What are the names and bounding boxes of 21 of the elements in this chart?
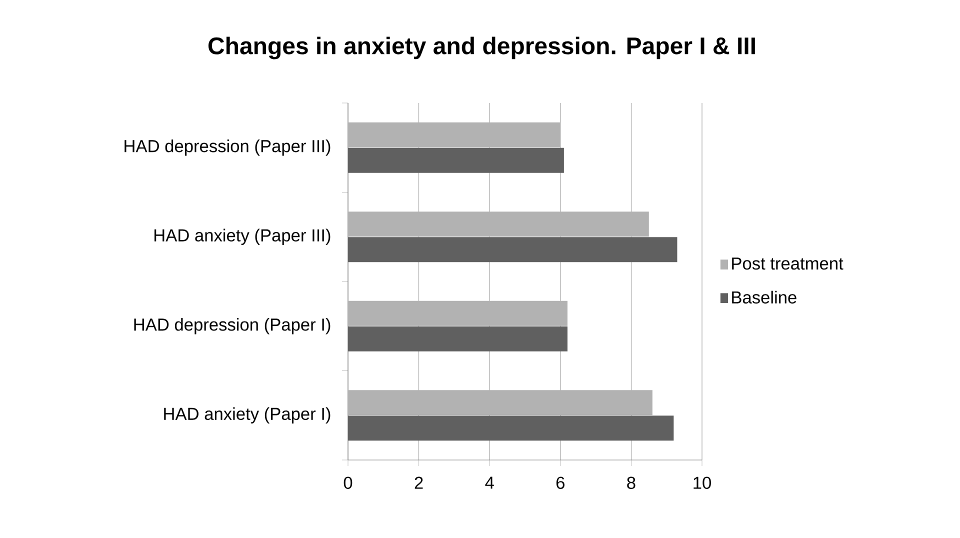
bar [348,300,568,326]
y-tick-label: HAD depression (Paper III) [124,140,330,156]
bar [348,326,568,352]
x-tick-label: 8 [627,476,636,489]
legend-label: Baseline [732,290,796,304]
x-tick-label: 2 [414,476,423,489]
chart-title: Changes in anxiety and depression. Paper I & III [208,36,755,60]
y-tick-label: HAD anxiety (Paper I) [164,407,330,424]
legend-label: Post treatment [732,258,844,270]
x-tick-label: 6 [556,476,564,489]
bar [348,237,678,262]
bar [348,148,564,173]
bar [348,212,649,237]
x-tick-label: 0 [344,476,352,489]
bar [348,390,652,416]
x-tick-label: 10 [694,476,711,489]
x-tick-label: 4 [485,476,494,489]
y-tick-label: HAD anxiety (Paper III) [154,228,330,245]
bar [348,122,560,148]
y-tick-label: HAD depression (Paper I) [134,318,330,334]
bar [348,416,674,441]
